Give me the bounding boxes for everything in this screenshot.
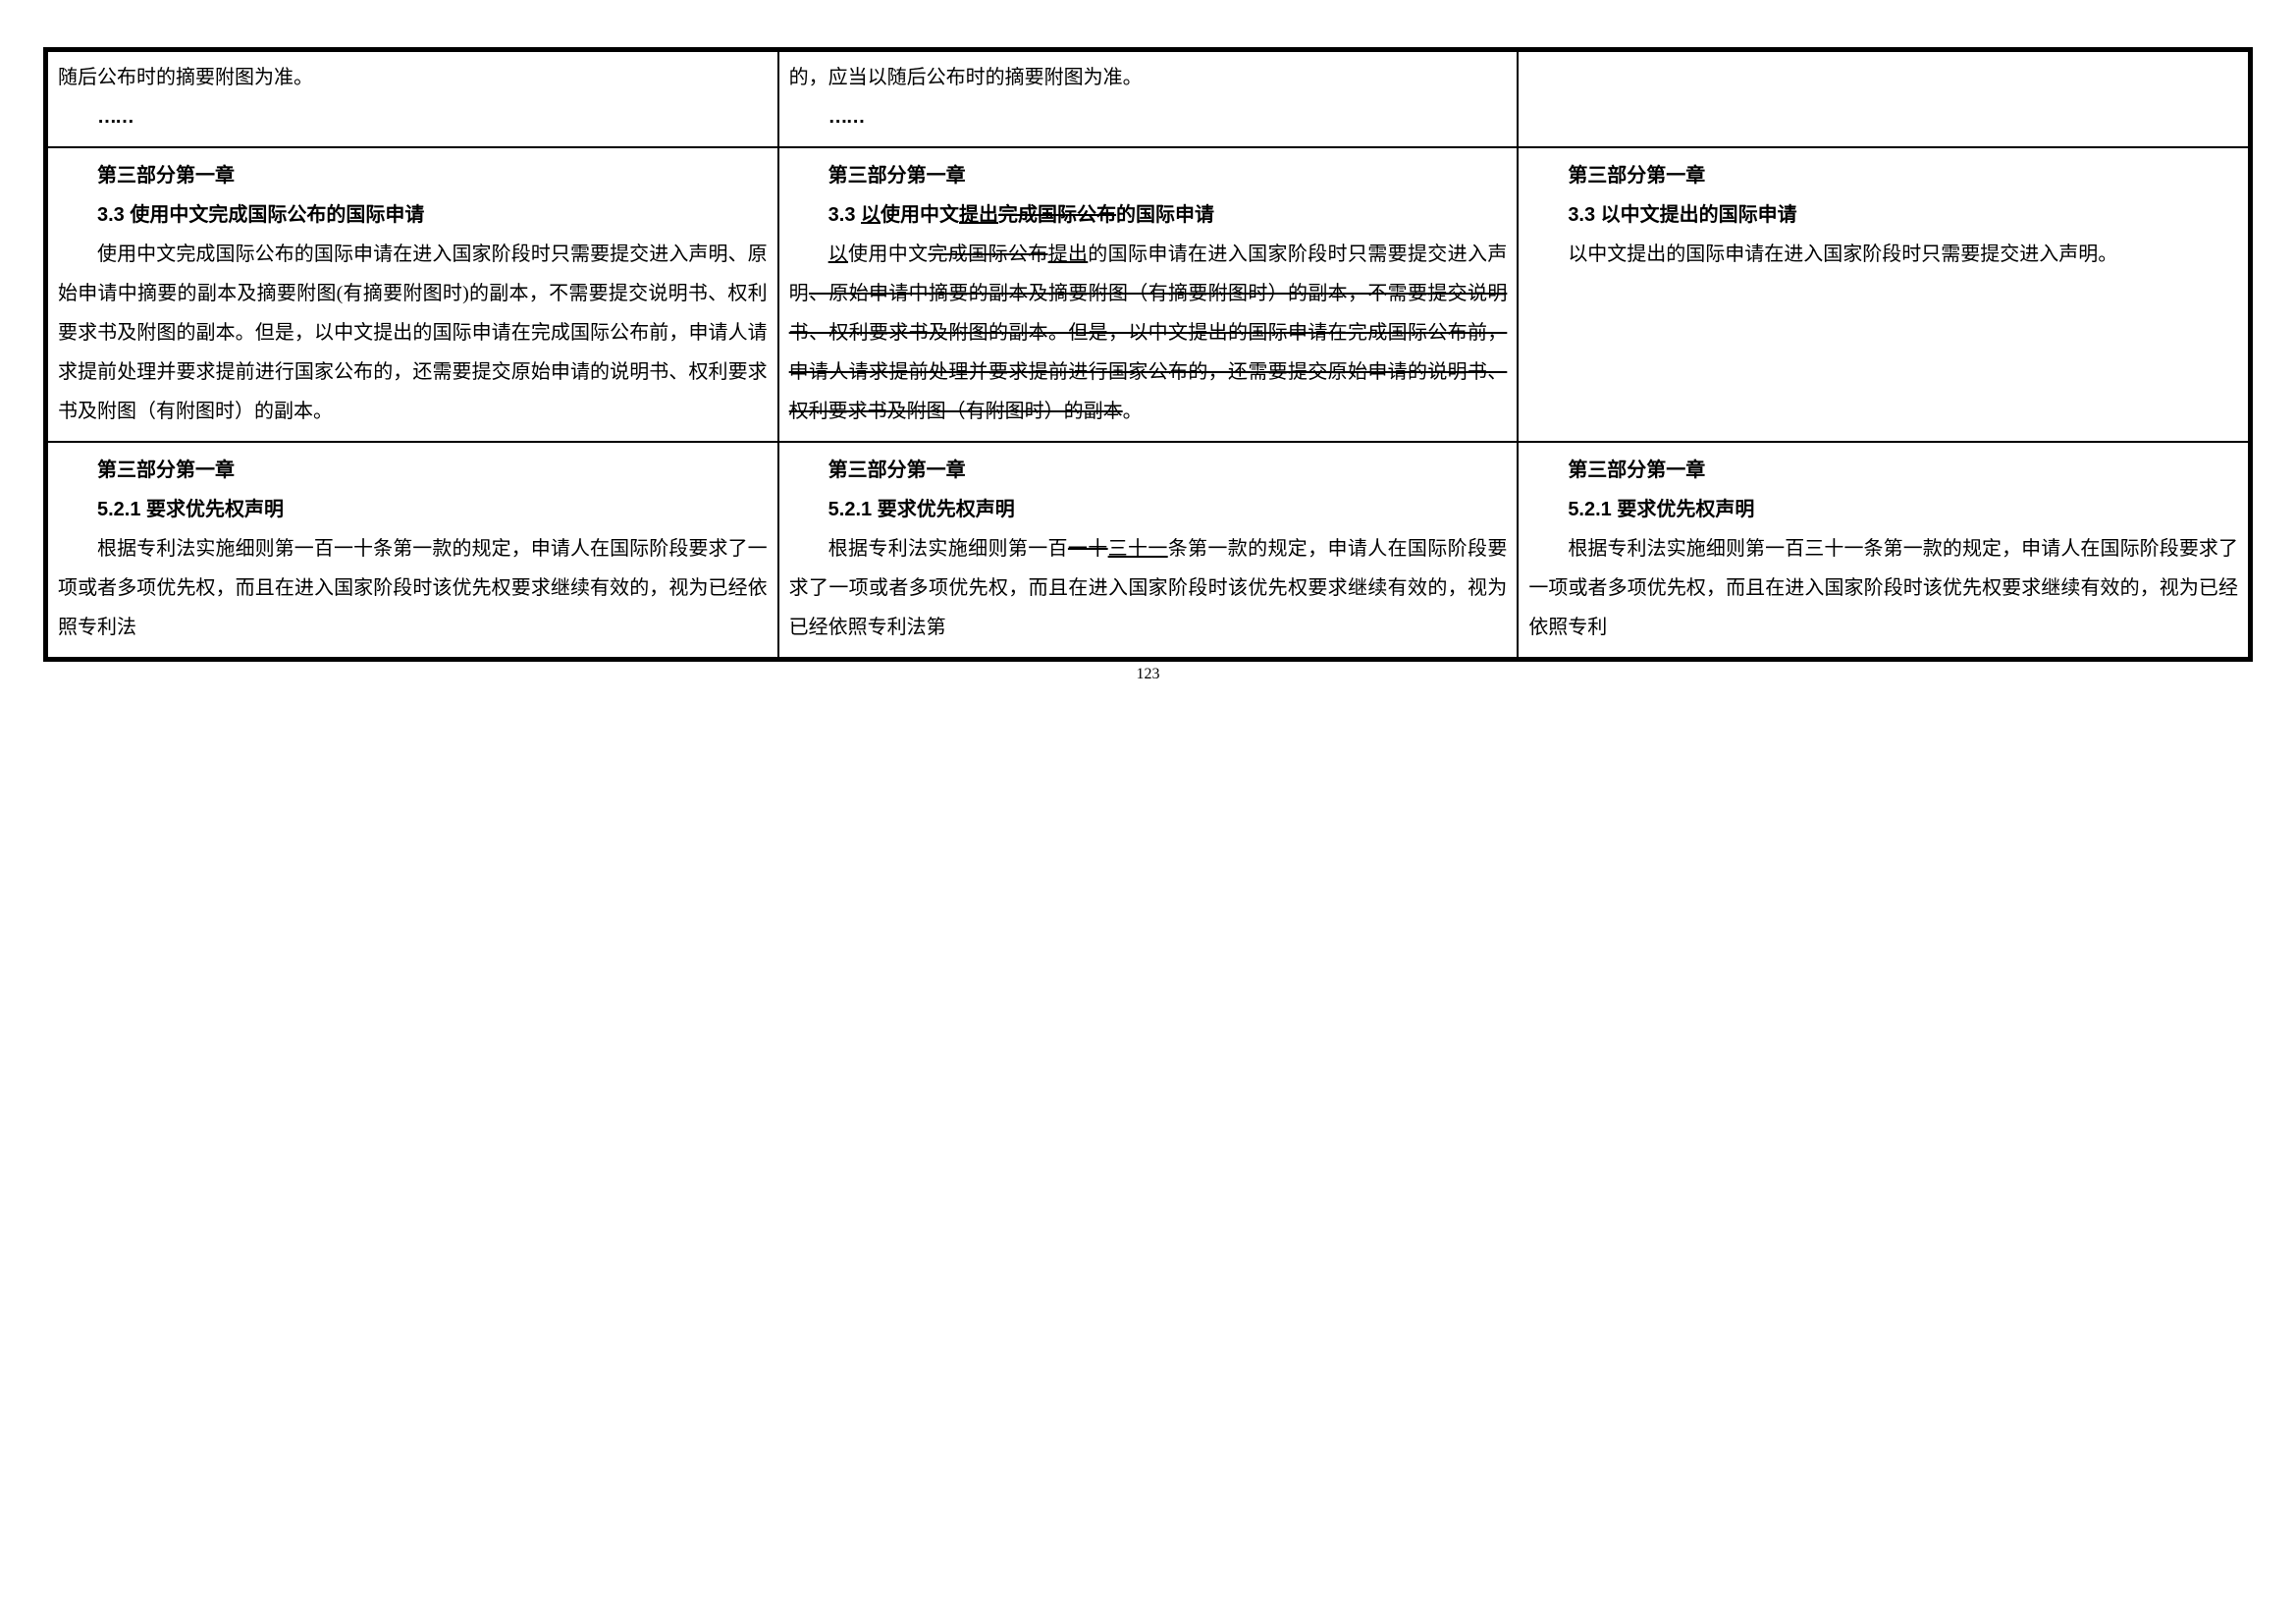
- table-row: 第三部分第一章5.2.1 要求优先权声明根据专利法实施细则第一百一十条第一款的规…: [47, 442, 2249, 658]
- table-cell: 第三部分第一章5.2.1 要求优先权声明根据专利法实施细则第一百一十三十一条第一…: [778, 442, 1519, 658]
- section-heading: 第三部分第一章: [58, 451, 768, 490]
- body-text: ……: [789, 97, 1508, 136]
- body-text: 的，应当以随后公布时的摘要附图为准。: [789, 58, 1508, 97]
- body-text: ……: [58, 97, 768, 136]
- section-subheading: 3.3 以中文提出的国际申请: [1528, 195, 2238, 235]
- section-heading: 第三部分第一章: [1528, 156, 2238, 195]
- table-row: 第三部分第一章3.3 使用中文完成国际公布的国际申请使用中文完成国际公布的国际申…: [47, 147, 2249, 442]
- comparison-table: 随后公布时的摘要附图为准。……的，应当以随后公布时的摘要附图为准。……第三部分第…: [43, 47, 2253, 662]
- body-text: 以使用中文完成国际公布提出的国际申请在进入国家阶段时只需要提交进入声明、原始申请…: [789, 235, 1508, 431]
- section-heading: 第三部分第一章: [1528, 451, 2238, 490]
- section-subheading: 3.3 以使用中文提出完成国际公布的国际申请: [789, 195, 1508, 235]
- table-row: 随后公布时的摘要附图为准。……的，应当以随后公布时的摘要附图为准。……: [47, 51, 2249, 147]
- body-text: 使用中文完成国际公布的国际申请在进入国家阶段时只需要提交进入声明、原始申请中摘要…: [58, 235, 768, 431]
- table-cell: 第三部分第一章3.3 以使用中文提出完成国际公布的国际申请以使用中文完成国际公布…: [778, 147, 1519, 442]
- section-subheading: 5.2.1 要求优先权声明: [789, 490, 1508, 529]
- table: 随后公布时的摘要附图为准。……的，应当以随后公布时的摘要附图为准。……第三部分第…: [46, 50, 2250, 659]
- table-cell: 的，应当以随后公布时的摘要附图为准。……: [778, 51, 1519, 147]
- body-text: 根据专利法实施细则第一百三十一条第一款的规定，申请人在国际阶段要求了一项或者多项…: [1528, 529, 2238, 647]
- section-subheading: 5.2.1 要求优先权声明: [58, 490, 768, 529]
- section-heading: 第三部分第一章: [789, 156, 1508, 195]
- body-text: 以中文提出的国际申请在进入国家阶段时只需要提交进入声明。: [1528, 235, 2238, 274]
- table-cell: [1518, 51, 2249, 147]
- page-number: 123: [43, 666, 2253, 683]
- body-text: 随后公布时的摘要附图为准。: [58, 58, 768, 97]
- body-text: 根据专利法实施细则第一百一十条第一款的规定，申请人在国际阶段要求了一项或者多项优…: [58, 529, 768, 647]
- table-cell: 第三部分第一章5.2.1 要求优先权声明根据专利法实施细则第一百三十一条第一款的…: [1518, 442, 2249, 658]
- table-cell: 第三部分第一章5.2.1 要求优先权声明根据专利法实施细则第一百一十条第一款的规…: [47, 442, 778, 658]
- table-cell: 随后公布时的摘要附图为准。……: [47, 51, 778, 147]
- body-text: 根据专利法实施细则第一百一十三十一条第一款的规定，申请人在国际阶段要求了一项或者…: [789, 529, 1508, 647]
- section-heading: 第三部分第一章: [789, 451, 1508, 490]
- section-subheading: 5.2.1 要求优先权声明: [1528, 490, 2238, 529]
- table-cell: 第三部分第一章3.3 使用中文完成国际公布的国际申请使用中文完成国际公布的国际申…: [47, 147, 778, 442]
- table-cell: 第三部分第一章3.3 以中文提出的国际申请以中文提出的国际申请在进入国家阶段时只…: [1518, 147, 2249, 442]
- section-heading: 第三部分第一章: [58, 156, 768, 195]
- section-subheading: 3.3 使用中文完成国际公布的国际申请: [58, 195, 768, 235]
